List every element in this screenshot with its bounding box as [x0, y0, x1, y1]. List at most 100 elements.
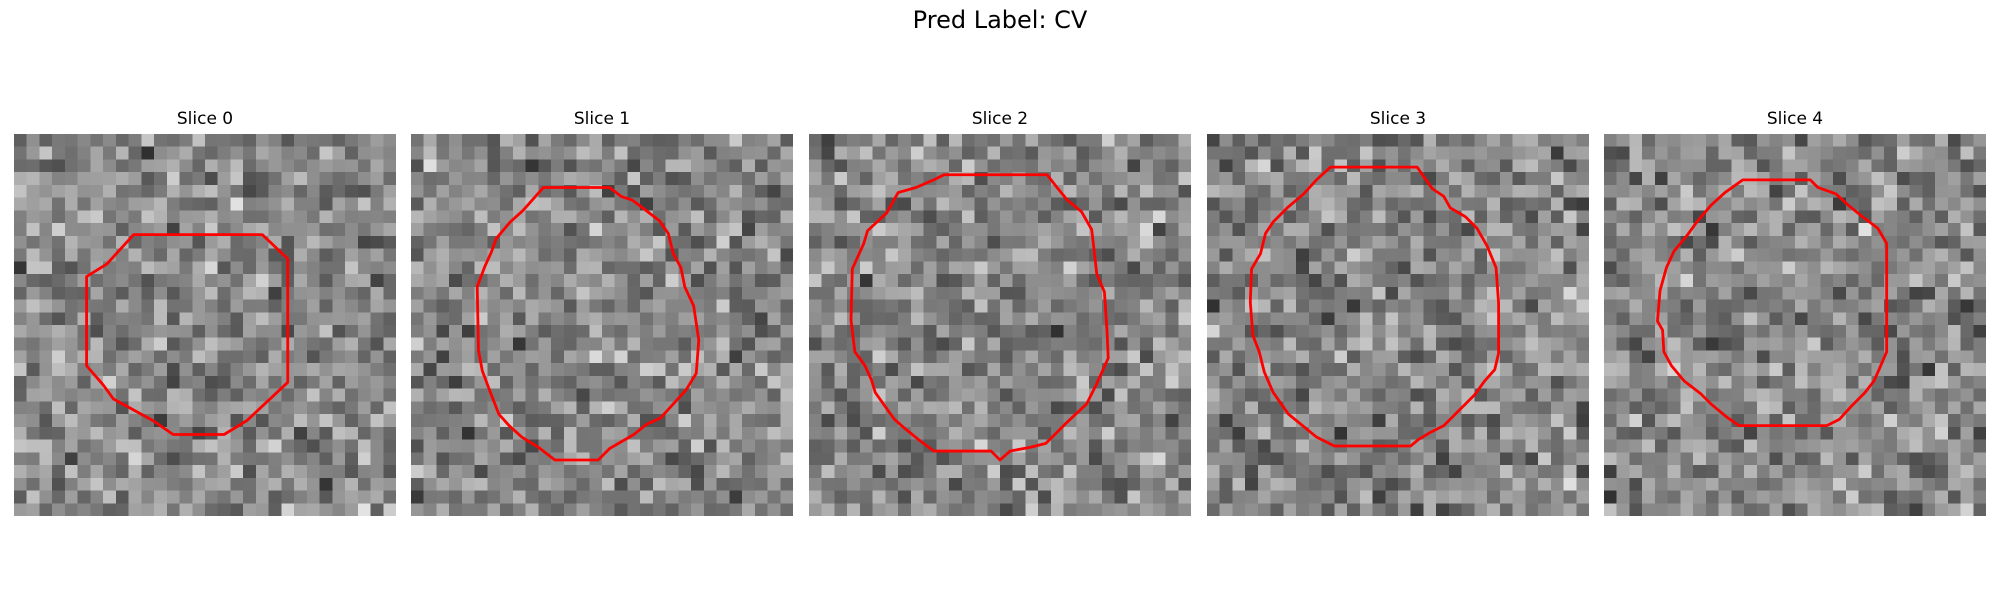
pixel — [1165, 375, 1179, 389]
pixel — [754, 248, 768, 262]
pixel — [1398, 375, 1411, 389]
pixel — [1398, 465, 1411, 479]
pixel — [1012, 363, 1026, 377]
pixel — [627, 401, 641, 415]
pixel — [319, 286, 333, 300]
pixel — [847, 452, 861, 466]
pixel — [1845, 325, 1859, 338]
pixel — [1025, 235, 1039, 249]
pixel — [652, 146, 666, 160]
pixel — [1461, 401, 1475, 415]
pixel — [1960, 286, 1974, 300]
pixel — [370, 465, 384, 479]
segmentation-contour — [849, 173, 1110, 462]
pixel — [1909, 503, 1923, 516]
pixel — [754, 337, 768, 351]
pixel — [1050, 439, 1064, 453]
pixel — [449, 477, 463, 491]
pixel — [512, 414, 526, 428]
pixel — [1858, 134, 1872, 147]
pixel — [1896, 465, 1910, 479]
pixel — [1499, 261, 1513, 275]
pixel — [1385, 286, 1399, 300]
pixel — [1296, 503, 1310, 516]
pixel — [64, 146, 78, 160]
pixel — [1385, 363, 1399, 377]
pixel — [1063, 172, 1077, 186]
pixel — [1563, 172, 1577, 186]
pixel — [77, 337, 91, 351]
pixel — [767, 439, 781, 453]
pixel — [1629, 261, 1643, 275]
pixel — [1769, 426, 1783, 440]
pixel — [1012, 465, 1026, 479]
pixel — [64, 388, 78, 402]
pixel — [1257, 439, 1271, 453]
pixel — [1423, 439, 1437, 453]
pixel — [1563, 477, 1577, 491]
pixel — [1448, 261, 1462, 275]
pixel — [1858, 286, 1872, 300]
pixel — [1718, 299, 1732, 313]
pixel — [1372, 363, 1386, 377]
pixel — [1947, 223, 1961, 237]
pixel — [1833, 261, 1847, 275]
pixel — [1756, 465, 1770, 479]
pixel — [1947, 146, 1961, 160]
pixel — [1604, 490, 1617, 504]
pixel — [1947, 337, 1961, 351]
pixel — [461, 426, 475, 440]
pixel — [192, 414, 206, 428]
pixel — [1563, 235, 1577, 249]
pixel — [294, 299, 308, 313]
pixel — [525, 248, 539, 262]
pixel — [1063, 134, 1077, 147]
pixel — [1448, 274, 1462, 288]
pixel — [1769, 146, 1783, 160]
pixel — [563, 210, 577, 224]
pixel — [1410, 197, 1424, 211]
pixel — [1693, 426, 1707, 440]
pixel — [898, 134, 912, 147]
pixel — [1270, 490, 1284, 504]
pixel — [1973, 325, 1986, 338]
pixel — [217, 172, 231, 186]
pixel — [1398, 337, 1411, 351]
pixel — [1308, 401, 1322, 415]
pixel — [1960, 261, 1974, 275]
pixel — [1012, 261, 1026, 275]
pixel — [1884, 490, 1898, 504]
pixel — [1604, 299, 1617, 313]
pixel — [1512, 350, 1526, 364]
pixel — [243, 414, 257, 428]
pixel — [1550, 465, 1564, 479]
pixel — [936, 134, 950, 147]
pixel — [1731, 388, 1745, 402]
pixel — [1731, 465, 1745, 479]
pixel — [332, 235, 346, 249]
pixel — [26, 299, 40, 313]
pixel — [128, 388, 142, 402]
pixel — [370, 134, 384, 147]
pixel — [1089, 401, 1103, 415]
pixel — [1731, 503, 1745, 516]
pixel — [809, 146, 822, 160]
pixel — [809, 388, 822, 402]
pixel — [1245, 439, 1259, 453]
pixel — [809, 172, 822, 186]
pixel — [332, 299, 346, 313]
pixel — [821, 248, 835, 262]
pixel — [1922, 197, 1936, 211]
pixel — [1935, 312, 1949, 326]
pixel — [1538, 299, 1552, 313]
pixel — [551, 465, 565, 479]
pixel — [90, 490, 104, 504]
pixel — [1012, 490, 1026, 504]
pixel — [1410, 184, 1424, 198]
pixel — [1576, 261, 1589, 275]
pixel — [885, 337, 899, 351]
pixel — [39, 414, 53, 428]
pixel — [1654, 503, 1668, 516]
pixel — [500, 274, 514, 288]
pixel — [1296, 325, 1310, 338]
